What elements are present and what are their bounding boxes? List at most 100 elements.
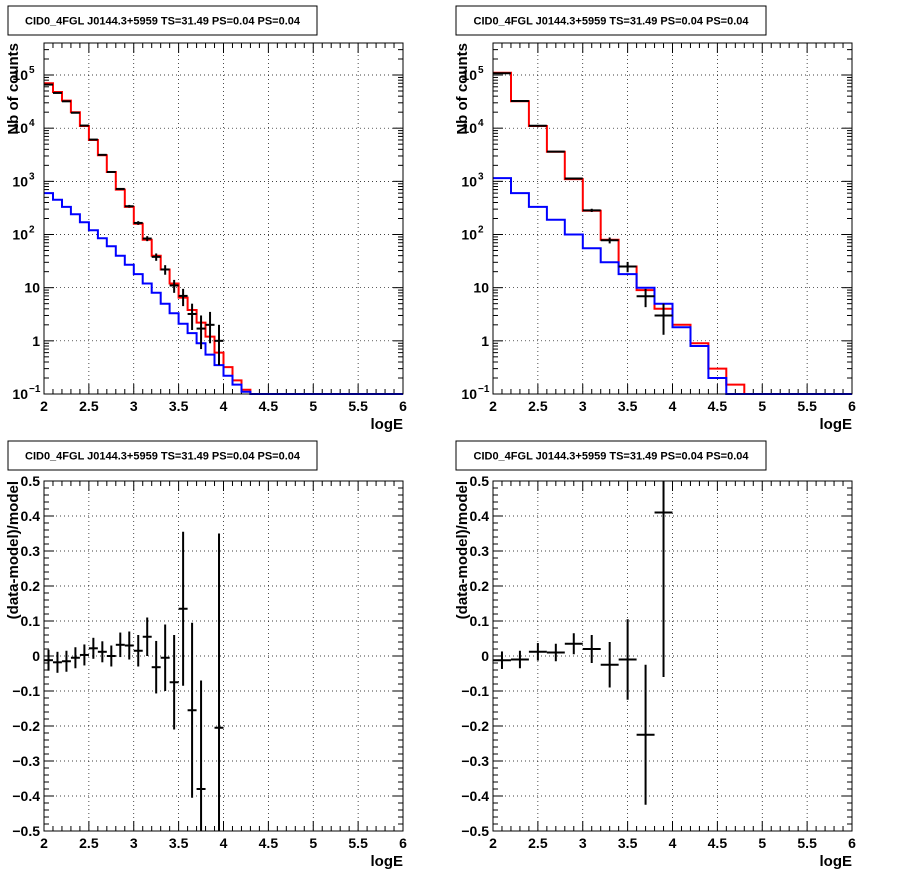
- residual-point: [124, 631, 134, 660]
- y-tick-label: 0.4: [21, 508, 41, 524]
- data-point: [79, 124, 89, 127]
- y-tick-label: 10: [12, 67, 28, 83]
- data-point: [546, 150, 565, 153]
- data-point: [654, 303, 673, 335]
- x-tick-label: 3.5: [169, 398, 189, 414]
- y-tick-label: 10: [12, 173, 28, 189]
- residual-point: [61, 650, 71, 672]
- plot-frame: [43, 42, 404, 395]
- residual-point: [133, 635, 143, 667]
- counts-spectrum-panel-right: CID0_4FGL J0144.3+5959 TS=31.49 PS=0.04 …: [454, 5, 856, 433]
- data-point: [205, 311, 215, 344]
- data-point: [196, 315, 206, 350]
- plot-frame: [43, 480, 404, 832]
- y-tick-exponent: −1: [29, 384, 41, 395]
- x-tick-label: 6: [399, 398, 407, 414]
- y-tick-label: 0: [481, 648, 489, 664]
- y-tick-label: 0.2: [470, 578, 490, 594]
- residual-point: [510, 650, 529, 669]
- data-point: [178, 288, 188, 307]
- x-tick-label: 3: [130, 835, 138, 851]
- residual-point: [214, 533, 224, 831]
- residual-point: [142, 617, 152, 656]
- title-box: [7, 5, 318, 36]
- residual-point: [88, 637, 98, 659]
- x-tick-label: 2.5: [528, 835, 548, 851]
- grid-lines: [493, 43, 852, 394]
- y-tick-label: 0.5: [21, 473, 41, 489]
- data-point: [528, 124, 547, 127]
- panel-title: CID0_4FGL J0144.3+5959 TS=31.49 PS=0.04 …: [25, 16, 301, 28]
- x-tick-label: 5.5: [797, 398, 817, 414]
- data-point: [151, 253, 161, 261]
- y-tick-label: −0.2: [461, 718, 489, 734]
- residual-point: [636, 664, 655, 805]
- x-tick-label: 5: [758, 835, 766, 851]
- y-tick-label: −0.3: [461, 753, 489, 769]
- residual-point: [44, 649, 53, 671]
- y-tick-label: 0.2: [21, 578, 41, 594]
- residual-point: [115, 632, 125, 658]
- x-axis-label: logE: [820, 853, 853, 870]
- y-axis-label: Nb of counts: [454, 43, 471, 135]
- data-point: [187, 303, 197, 330]
- y-tick-label: 10: [461, 67, 477, 83]
- grid-lines: [44, 43, 403, 394]
- residual-point: [654, 481, 673, 677]
- residual-point: [196, 680, 206, 831]
- y-tick-exponent: 4: [478, 118, 484, 129]
- y-tick-label: 10: [12, 227, 28, 243]
- title-box: [455, 440, 767, 471]
- x-tick-label: 4: [220, 835, 228, 851]
- data-point: [88, 138, 98, 141]
- y-axis-label: Nb of counts: [5, 43, 22, 135]
- y-tick-label: 10: [24, 280, 40, 296]
- residual-point: [564, 633, 583, 655]
- residual-point: [160, 624, 170, 691]
- x-tick-label: 4: [669, 398, 677, 414]
- y-tick-exponent: 5: [478, 65, 484, 76]
- x-tick-label: 3.5: [618, 398, 638, 414]
- panel-title: CID0_4FGL J0144.3+5959 TS=31.49 PS=0.04 …: [474, 16, 750, 28]
- data-point: [582, 208, 601, 213]
- x-tick-label: 2: [489, 398, 497, 414]
- data-point: [106, 170, 116, 173]
- grid-lines: [493, 481, 852, 831]
- x-axis-label: logE: [371, 853, 404, 870]
- y-axis-label: (data-model)/model: [454, 481, 471, 619]
- y-tick-label: −0.1: [461, 683, 489, 699]
- data-point: [160, 265, 170, 275]
- x-tick-label: 3: [579, 398, 587, 414]
- residual-point: [97, 641, 107, 663]
- residual-point: [582, 635, 601, 663]
- x-axis-label: logE: [371, 416, 404, 433]
- y-tick-label: 1: [481, 333, 489, 349]
- x-tick-label: 3.5: [618, 835, 638, 851]
- y-tick-label: −0.2: [12, 718, 40, 734]
- y-tick-exponent: 3: [29, 171, 35, 182]
- x-axis-label: logE: [820, 416, 853, 433]
- residual-point: [79, 644, 89, 666]
- y-axis-label: (data-model)/model: [5, 481, 22, 619]
- x-tick-label: 2.5: [528, 398, 548, 414]
- residual-point: [70, 647, 80, 669]
- model-component-histogram: [493, 177, 852, 395]
- x-tick-label: 5.5: [797, 835, 817, 851]
- y-tick-label: −0.3: [12, 753, 40, 769]
- residuals-panel-right: CID0_4FGL J0144.3+5959 TS=31.49 PS=0.04 …: [454, 440, 856, 870]
- x-tick-label: 4.5: [259, 398, 279, 414]
- plot-frame: [492, 480, 853, 832]
- x-tick-label: 4.5: [259, 835, 279, 851]
- y-tick-label: 1: [32, 333, 40, 349]
- x-tick-label: 3: [130, 398, 138, 414]
- y-tick-exponent: 5: [29, 65, 35, 76]
- x-tick-label: 6: [399, 835, 407, 851]
- data-point: [618, 261, 637, 273]
- y-tick-exponent: 2: [29, 225, 35, 236]
- residual-point: [618, 619, 637, 700]
- x-tick-label: 4.5: [708, 398, 728, 414]
- counts-spectrum-panel-left: CID0_4FGL J0144.3+5959 TS=31.49 PS=0.04 …: [5, 5, 407, 433]
- panel-title: CID0_4FGL J0144.3+5959 TS=31.49 PS=0.04 …: [25, 451, 301, 463]
- y-tick-label: 10: [473, 280, 489, 296]
